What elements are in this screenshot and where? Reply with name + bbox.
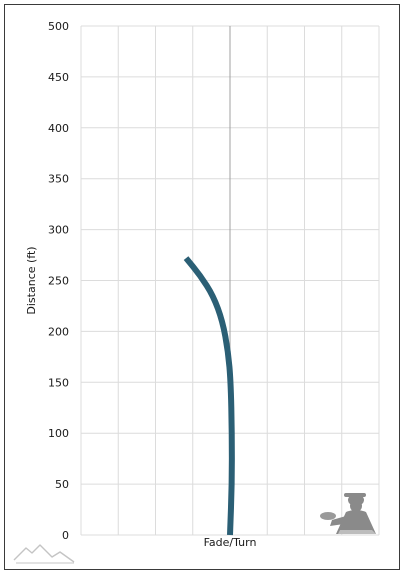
y-tick-label: 0: [62, 529, 69, 542]
y-tick-label: 50: [55, 478, 69, 491]
y-tick-label: 500: [48, 20, 69, 33]
chart-frame: [4, 4, 400, 570]
y-tick-label: 150: [48, 376, 69, 389]
y-tick-label: 350: [48, 173, 69, 186]
y-axis-label: Distance (ft): [25, 246, 38, 314]
y-tick-label: 200: [48, 325, 69, 338]
flight-path-line: [183, 256, 235, 536]
y-tick-label: 100: [48, 427, 69, 440]
y-tick-label: 450: [48, 71, 69, 84]
y-tick-label: 300: [48, 224, 69, 237]
mountain-logo-icon: [13, 544, 75, 564]
y-tick-label: 400: [48, 122, 69, 135]
y-tick-labels: 0 50 100 150 200 250 300 350 400 450 500: [48, 20, 69, 542]
y-tick-label: 250: [48, 275, 69, 288]
thrower-silhouette-icon: [320, 493, 376, 534]
x-axis-label: Fade/Turn: [204, 536, 257, 549]
